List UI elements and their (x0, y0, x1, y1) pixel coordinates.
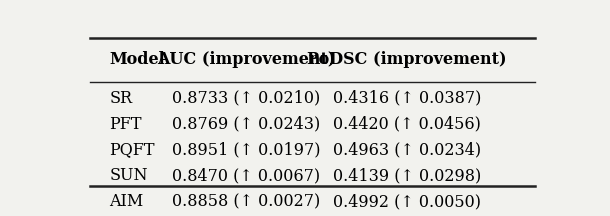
Text: SUN: SUN (109, 167, 148, 184)
Text: 0.8470 (↑ 0.0067): 0.8470 (↑ 0.0067) (173, 167, 320, 184)
Text: 0.4139 (↑ 0.0298): 0.4139 (↑ 0.0298) (333, 167, 481, 184)
Text: 0.4316 (↑ 0.0387): 0.4316 (↑ 0.0387) (333, 90, 481, 107)
Text: SR: SR (109, 90, 132, 107)
Text: 0.4963 (↑ 0.0234): 0.4963 (↑ 0.0234) (333, 141, 481, 158)
Text: PFT: PFT (109, 116, 142, 133)
Text: PQFT: PQFT (109, 141, 155, 158)
Text: AUC (improvement): AUC (improvement) (157, 51, 336, 68)
Text: 0.8769 (↑ 0.0243): 0.8769 (↑ 0.0243) (172, 116, 321, 133)
Text: AIM: AIM (109, 193, 143, 210)
Text: PoDSC (improvement): PoDSC (improvement) (307, 51, 507, 68)
Text: 0.8951 (↑ 0.0197): 0.8951 (↑ 0.0197) (172, 141, 321, 158)
Text: Model: Model (109, 51, 165, 68)
Text: 0.4420 (↑ 0.0456): 0.4420 (↑ 0.0456) (333, 116, 481, 133)
Text: 0.4992 (↑ 0.0050): 0.4992 (↑ 0.0050) (333, 193, 481, 210)
Text: 0.8858 (↑ 0.0027): 0.8858 (↑ 0.0027) (172, 193, 321, 210)
Text: 0.8733 (↑ 0.0210): 0.8733 (↑ 0.0210) (172, 90, 321, 107)
